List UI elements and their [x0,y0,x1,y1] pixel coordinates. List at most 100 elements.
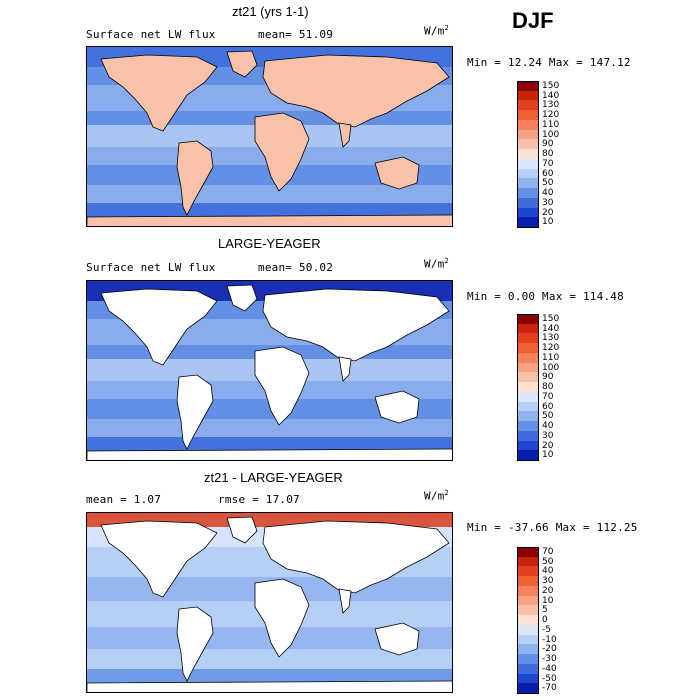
panel-2-field-label: Surface net LW flux [86,261,216,274]
colorbar-tick-label: 30 [542,430,554,441]
colorbar-tick-label: 20 [542,207,554,218]
colorbar-tick-label: -20 [542,644,557,655]
colorbar-cell [517,450,539,461]
continent-outline [374,156,420,190]
colorbar-tick-label: 50 [542,178,554,189]
panel-1-field-label: Surface net LW flux [86,28,216,41]
colorbar-tick-label: 60 [542,401,554,412]
field-band [87,649,452,669]
continent-outline [176,374,214,450]
colorbar-tick-label: 50 [542,556,554,567]
colorbar-tick-label: -10 [542,634,557,645]
colorbar-tick-label: 130 [542,100,560,111]
colorbar-tick-label: 10 [542,450,554,461]
colorbar-tick-label: 110 [542,119,560,130]
panel-2-colorbar: 150 140 130 120 110 100 90 80 70 60 50 40 30 20 10 [517,314,597,461]
continent-outline [100,54,218,132]
colorbar-tick-label: 90 [542,139,554,150]
continent-outline [87,448,452,460]
panel-1-title: zt21 (yrs 1-1) [232,4,309,19]
continent-outline [176,140,214,216]
colorbar-tick-label: 140 [542,90,560,101]
continent-outline [338,356,352,382]
continent-outline [176,606,214,682]
colorbar-tick-label: 40 [542,566,554,577]
continent-outline [226,284,258,312]
panel-2-minmax: Min = 0.00 Max = 114.48 [467,290,624,303]
field-band [87,419,452,437]
panel-3-units: W/m2 [424,489,449,503]
panel-1-colorbar: 150 140 130 120 110 100 90 80 70 60 50 40 30 20 10 [517,81,597,228]
colorbar-tick-label: 50 [542,411,554,422]
colorbar-cell [517,217,539,228]
panel-3-rmse-label: rmse = 17.07 [218,493,300,506]
colorbar-tick-label: 10 [542,217,554,228]
colorbar-tick-label: 80 [542,149,554,160]
colorbar-tick-label: 70 [542,547,554,557]
continent-outline [338,122,352,148]
colorbar-tick-label: 100 [542,129,560,140]
colorbar-tick-label: 40 [542,421,554,432]
colorbar-tick-label: 30 [542,576,554,587]
panel-2-map-svg [87,281,452,460]
panel-3-mean-label: mean = 1.07 [86,493,162,506]
colorbar-tick-label: 120 [542,343,560,354]
panel-2-mean-label: mean= 50.02 [258,261,334,274]
colorbar-tick-label: 130 [542,333,560,344]
colorbar-tick-label: -50 [542,673,557,684]
continent-outline [100,520,218,598]
panel-3-minmax: Min = -37.66 Max = 112.25 [467,521,638,534]
continent-outline [226,516,258,544]
panel-1-units: W/m2 [424,24,449,38]
continent-outline [254,578,310,658]
colorbar-tick-label: 150 [542,81,560,91]
colorbar-tick-label: 90 [542,372,554,383]
panel-1-map-svg [87,47,452,226]
colorbar-cell [517,683,539,694]
panel-3-map-svg [87,513,452,692]
field-band [87,185,452,203]
colorbar-tick-label: 100 [542,362,560,373]
colorbar-tick-label: 110 [542,352,560,363]
colorbar-tick-label: 80 [542,382,554,393]
panel-2-title: LARGE-YEAGER [218,236,321,251]
continent-outline [87,214,452,226]
continent-outline [374,390,420,424]
colorbar-tick-label: 40 [542,188,554,199]
colorbar-tick-label: 150 [542,314,560,324]
continent-outline [226,50,258,78]
continent-outline [254,346,310,426]
colorbar-tick-label: 70 [542,391,554,402]
colorbar-tick-label: -70 [542,683,557,694]
continent-outline [100,288,218,366]
continent-outline [262,54,450,128]
continent-outline [374,622,420,656]
colorbar-tick-label: 30 [542,197,554,208]
colorbar-tick-label: 140 [542,323,560,334]
season-label: DJF [512,8,554,33]
colorbar-tick-label: 20 [542,585,554,596]
colorbar-tick-label: 10 [542,595,554,606]
colorbar-tick-label: 0 [542,615,548,626]
continent-outline [338,588,352,614]
panel-3-colorbar: 70 50 40 30 20 10 5 0 -5 -10 -20 -30 -40 -50 -70 [517,547,597,694]
panel-3-map [86,512,453,693]
continent-outline [262,520,450,594]
continent-outline [254,112,310,192]
panel-2-map [86,280,453,461]
panel-1-map [86,46,453,227]
colorbar-tick-label: 20 [542,440,554,451]
colorbar-tick-label: -40 [542,663,557,674]
colorbar-tick-label: 70 [542,158,554,169]
continent-outline [262,288,450,362]
panel-3-title: zt21 - LARGE-YEAGER [204,470,343,485]
colorbar-tick-label: 60 [542,168,554,179]
colorbar-tick-label: -30 [542,654,557,665]
continent-outline [87,680,452,692]
colorbar-tick-label: 5 [542,605,548,616]
panel-2-units: W/m2 [424,257,449,271]
colorbar-tick-label: -5 [542,624,551,635]
panel-1-minmax: Min = 12.24 Max = 147.12 [467,56,631,69]
panel-1-mean-label: mean= 51.09 [258,28,334,41]
colorbar-tick-label: 120 [542,110,560,121]
